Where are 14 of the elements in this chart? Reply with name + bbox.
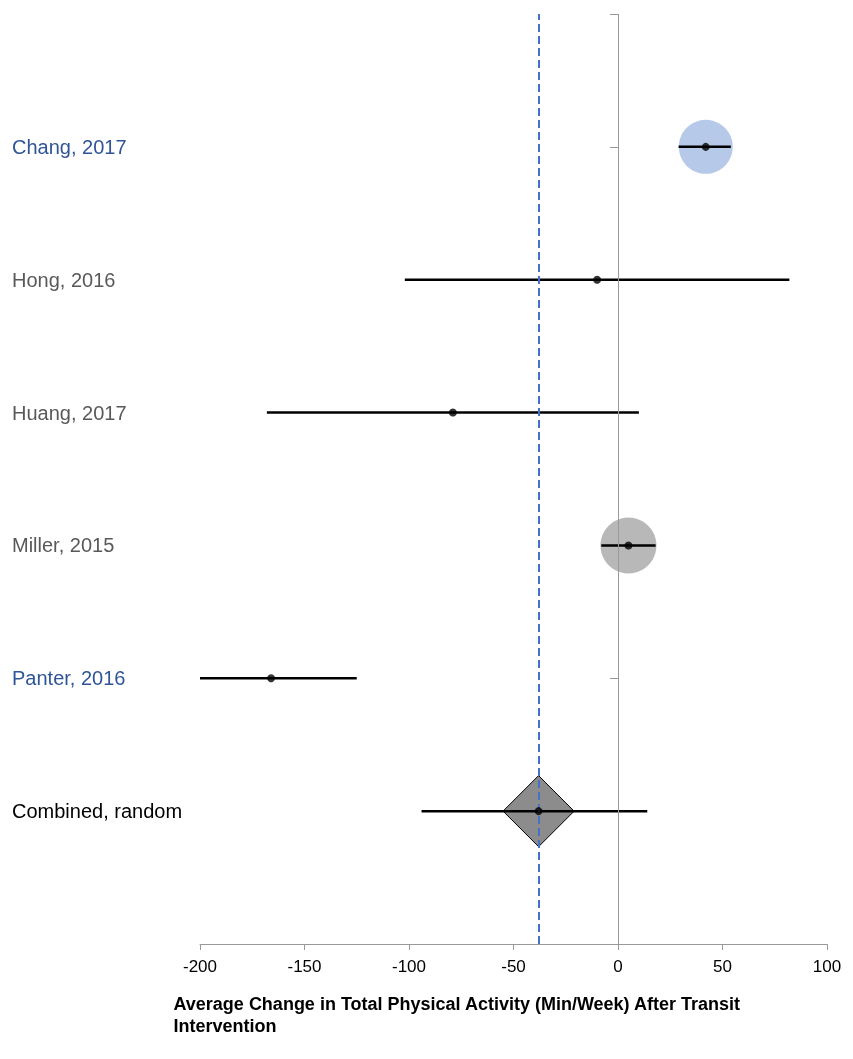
y-tick-label: Hong, 2016 [12,268,116,291]
y-tick-label: Huang, 2017 [12,401,127,424]
y-tick-label: Chang, 2017 [12,135,127,158]
y-tick-label: Panter, 2016 [12,667,126,690]
x-tick-label: 100 [812,957,842,976]
y-tick-label: Miller, 2015 [12,534,115,557]
x-tick-label: -100 [391,957,427,976]
x-tick-label: -50 [501,957,526,976]
x-tick-label: -200 [182,957,218,976]
x-tick-label: 50 [713,957,732,976]
x-tick-label: 0 [613,957,623,976]
y-tick-label: Combined, random [12,800,183,823]
x-axis-title: Average Change in Total Physical Activity (Min/Week) After Transit Intervention [173,994,740,1036]
x-tick-label: -150 [287,957,322,976]
